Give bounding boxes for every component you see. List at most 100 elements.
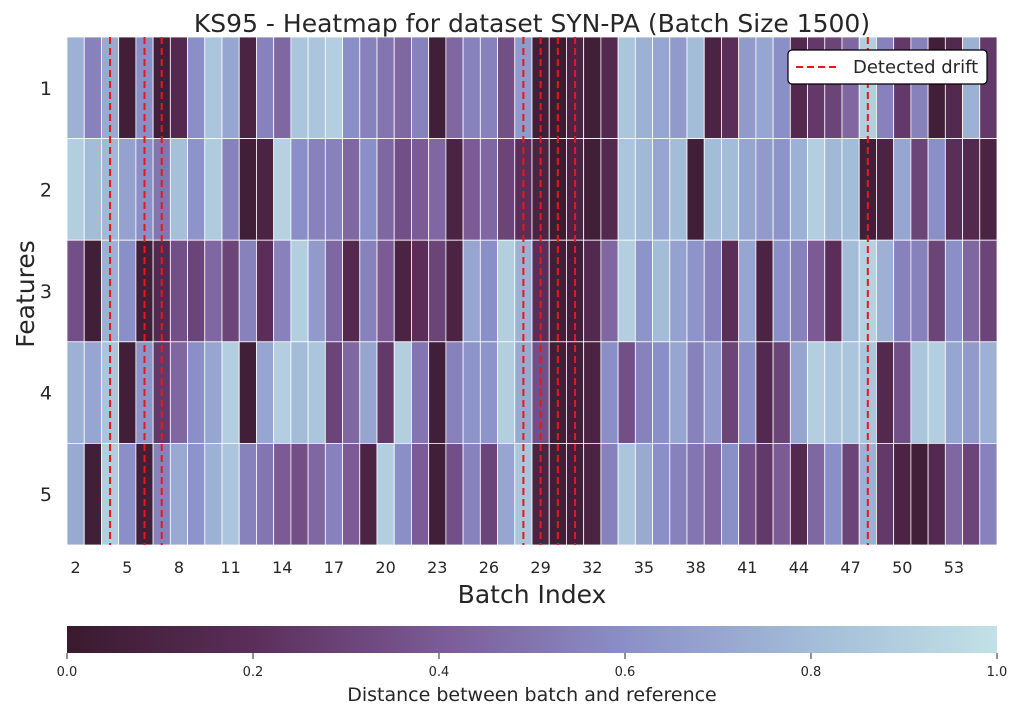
heatmap-cell	[652, 341, 671, 444]
x-tick-label: 35	[634, 558, 654, 577]
heatmap-cell	[376, 239, 395, 343]
heatmap-cell	[307, 442, 326, 546]
heatmap-cell	[462, 36, 481, 139]
heatmap-cell	[927, 341, 946, 444]
heatmap-cell	[789, 442, 808, 546]
x-tick-label: 50	[892, 558, 912, 577]
heatmap-cell	[393, 442, 412, 546]
heatmap-cell	[789, 138, 808, 241]
x-tick-label: 32	[582, 558, 602, 577]
heatmap-cell	[83, 442, 102, 546]
heatmap-cell	[324, 341, 343, 444]
heatmap-cell	[617, 36, 636, 139]
heatmap-cell	[221, 442, 240, 546]
heatmap-cell	[324, 138, 343, 241]
x-tick-label: 41	[737, 558, 757, 577]
heatmap-cell	[583, 36, 602, 139]
heatmap-cell	[600, 138, 619, 241]
y-tick-label: 4	[40, 383, 52, 405]
heatmap-cell	[342, 138, 361, 241]
heatmap-cell	[428, 138, 447, 241]
heatmap-cell	[376, 442, 395, 546]
heatmap-cell	[479, 442, 498, 546]
heatmap-cell	[66, 341, 85, 444]
heatmap-cell	[686, 138, 705, 241]
heatmap-cell	[600, 341, 619, 444]
heatmap-cell	[789, 239, 808, 343]
heatmap-cell	[962, 442, 981, 546]
heatmap-cell	[290, 36, 309, 139]
heatmap-cell	[359, 36, 378, 139]
heatmap-cell	[411, 138, 430, 241]
heatmap-cell	[256, 138, 275, 241]
colorbar-tick-label: 1.0	[987, 665, 1008, 680]
heatmap-cell	[755, 138, 774, 241]
heatmap-cell	[634, 239, 653, 343]
heatmap-cell	[962, 138, 981, 241]
heatmap-cell	[307, 239, 326, 343]
heatmap-cell	[979, 138, 998, 241]
heatmap-cell	[841, 341, 860, 444]
heatmap-cell	[290, 341, 309, 444]
heatmap-cell	[66, 239, 85, 343]
heatmap-cell	[273, 341, 292, 444]
heatmap-cell	[118, 442, 137, 546]
heatmap-cell	[738, 442, 757, 546]
x-tick-label: 14	[272, 558, 292, 577]
heatmap-cell	[497, 442, 516, 546]
colorbar-tick-label: 0.4	[429, 665, 450, 680]
heatmap-cell	[393, 36, 412, 139]
heatmap-cell	[204, 341, 223, 444]
heatmap-cell	[221, 138, 240, 241]
heatmap-cell	[411, 442, 430, 546]
heatmap-cell	[256, 341, 275, 444]
heatmap-cell	[238, 239, 257, 343]
y-tick-labels: 1 2 3 4 5	[40, 78, 52, 506]
heatmap-cell	[721, 341, 740, 444]
heatmap-cell	[600, 239, 619, 343]
legend-box	[787, 49, 988, 85]
heatmap-cell	[772, 239, 791, 343]
heatmap-cell	[876, 138, 895, 241]
heatmap-cell	[617, 341, 636, 444]
heatmap-cell	[273, 239, 292, 343]
heatmap-cell	[342, 341, 361, 444]
heatmap-cell	[462, 239, 481, 343]
colorbar-tick-label: 0.0	[57, 665, 78, 680]
heatmap-cell	[841, 138, 860, 241]
heatmap-cell	[290, 138, 309, 241]
heatmap-cell	[393, 138, 412, 241]
heatmap-cell	[738, 36, 757, 139]
x-tick-label: 23	[427, 558, 447, 577]
heatmap-cells	[66, 36, 998, 546]
heatmap-cell	[497, 138, 516, 241]
heatmap-cell	[738, 239, 757, 343]
heatmap-cell	[824, 138, 843, 241]
heatmap-cell	[497, 36, 516, 139]
heatmap-cell	[221, 239, 240, 343]
heatmap-cell	[755, 239, 774, 343]
x-tick-label: 8	[174, 558, 184, 577]
heatmap-cell	[428, 341, 447, 444]
heatmap-cell	[669, 36, 688, 139]
chart-title: KS95 - Heatmap for dataset SYN-PA (Batch…	[194, 9, 870, 38]
heatmap-cell	[617, 138, 636, 241]
heatmap-cell	[617, 239, 636, 343]
heatmap-cell	[256, 36, 275, 139]
heatmap-cell	[445, 442, 464, 546]
heatmap-cell	[824, 239, 843, 343]
x-tick-label: 44	[789, 558, 809, 577]
heatmap-cell	[617, 442, 636, 546]
x-axis-label: Batch Index	[458, 580, 607, 609]
colorbar-tick-label: 0.6	[615, 665, 636, 680]
heatmap-cell	[944, 138, 963, 241]
heatmap-cell	[703, 36, 722, 139]
heatmap-cell	[583, 239, 602, 343]
heatmap-cell	[634, 138, 653, 241]
heatmap-cell	[411, 239, 430, 343]
heatmap-cell	[721, 442, 740, 546]
heatmap-cell	[634, 341, 653, 444]
heatmap-cell	[324, 442, 343, 546]
heatmap-cell	[290, 239, 309, 343]
x-tick-label: 38	[685, 558, 705, 577]
